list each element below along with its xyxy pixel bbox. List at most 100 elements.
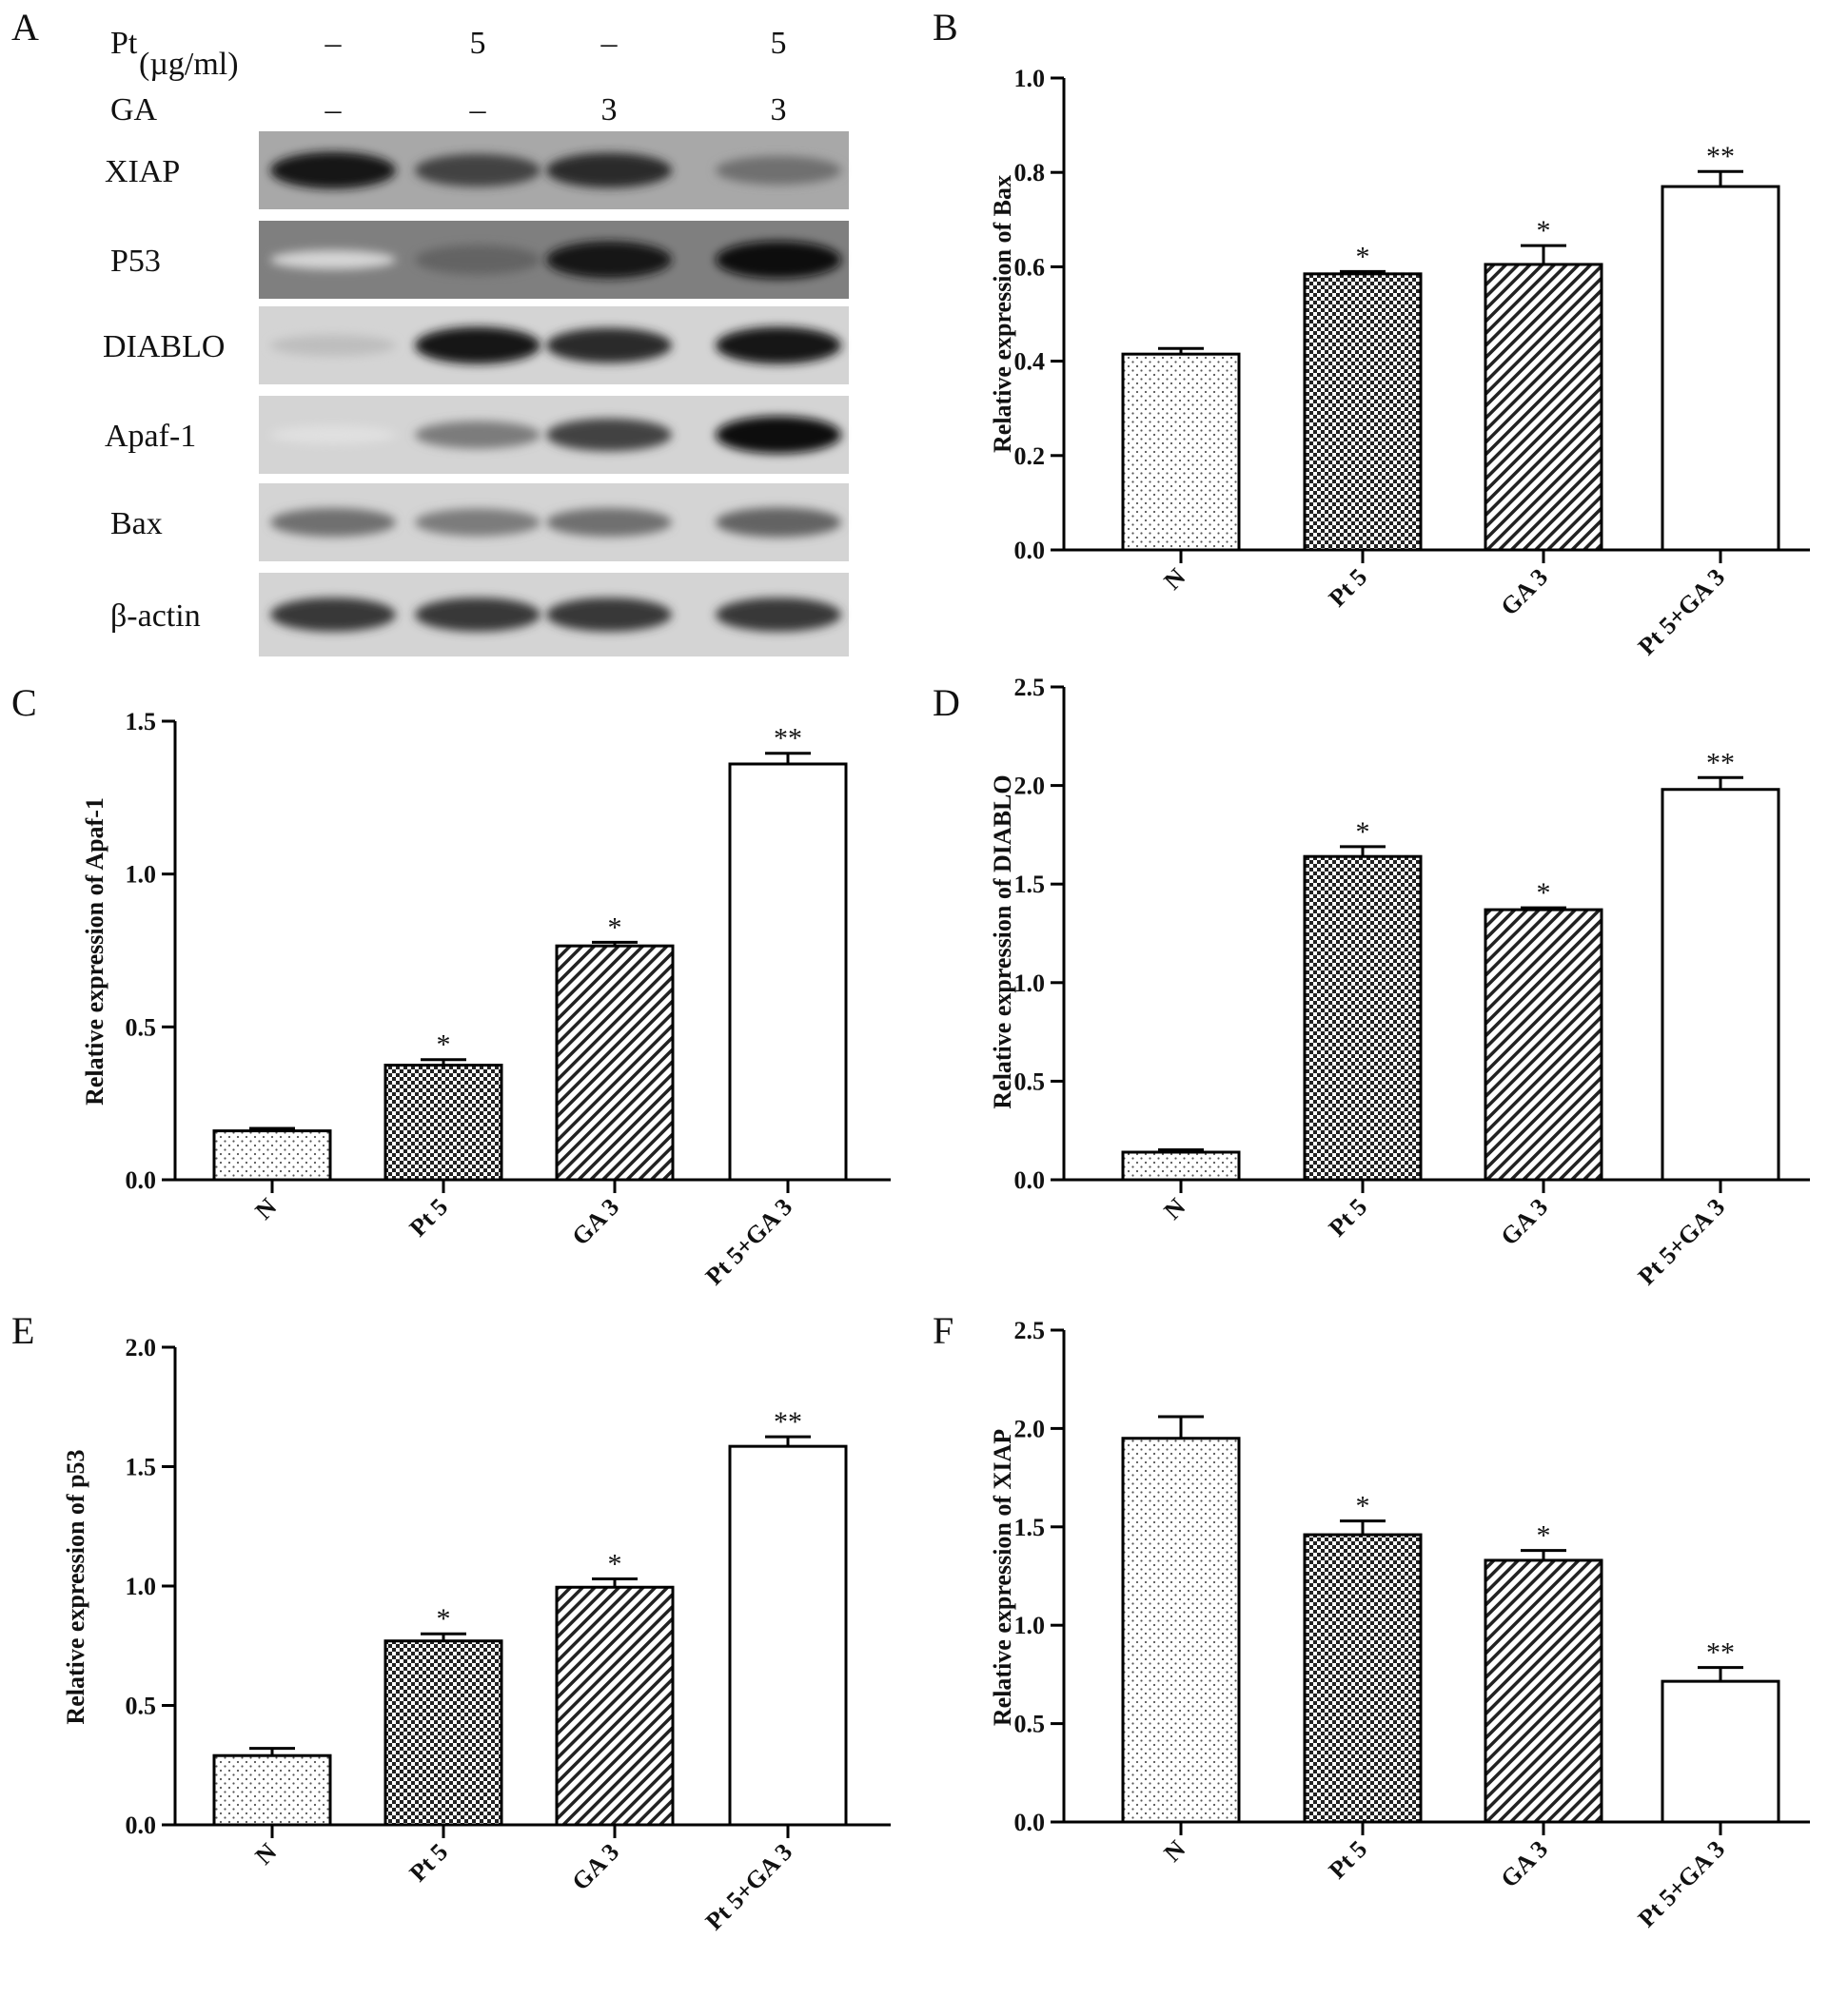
bar-ga-3: [1484, 1558, 1603, 1824]
lane-value: –: [469, 92, 487, 127]
y-tick-label: 1.5: [126, 708, 157, 735]
y-tick-label: 1.0: [1014, 1612, 1046, 1639]
blot-band: [415, 326, 541, 364]
y-axis-label: Relative expression of XIAP: [989, 1429, 1016, 1726]
blot-band: [270, 334, 396, 357]
blot-row: P53: [110, 221, 849, 299]
blot-band: [270, 425, 396, 444]
y-tick-label: 1.0: [1014, 65, 1046, 92]
significance-marker: **: [774, 723, 802, 754]
blot-row: β-actin: [110, 573, 849, 656]
blot-band: [716, 155, 841, 186]
y-tick-label: 0.6: [1014, 253, 1046, 281]
bar-ga-3: [1484, 263, 1603, 552]
y-axis-label: Relative expression of Apaf-1: [81, 797, 108, 1106]
significance-marker: *: [608, 1548, 622, 1579]
blot-band: [546, 418, 672, 452]
y-tick-label: 1.5: [126, 1454, 157, 1481]
panel-letter: C: [11, 681, 37, 724]
x-tick-label: Pt 5+GA 3: [700, 1838, 797, 1935]
y-tick-label: 2.5: [1014, 674, 1046, 701]
significance-marker: *: [1537, 1520, 1551, 1552]
bar-n: [1121, 1437, 1241, 1824]
lane-value: 5: [771, 26, 787, 61]
x-tick-label: Pt 5: [1324, 1193, 1373, 1243]
blot-row: Bax: [110, 483, 849, 561]
y-tick-label: 0.4: [1014, 348, 1046, 376]
blot-row: Apaf-1: [105, 396, 849, 474]
y-tick-label: 2.0: [1014, 1415, 1046, 1442]
bar-pt-5: [1303, 1533, 1423, 1824]
y-axis-label: Relative expression of DIABLO: [989, 774, 1016, 1108]
bar-ga-3: [555, 944, 675, 1182]
significance-marker: *: [1537, 877, 1551, 909]
significance-marker: *: [1356, 1491, 1370, 1522]
panel-letter: E: [11, 1309, 34, 1352]
bar-pt-5: [1303, 854, 1423, 1182]
chart-panel-f: F 0.0 0.5 1.0 1.5 2.0 2.5 Relative expression o…: [933, 1309, 1810, 1932]
y-tick-label: 0.5: [126, 1693, 157, 1720]
blot-label: β-actin: [110, 598, 201, 634]
x-tick-label: Pt 5: [1324, 563, 1373, 613]
bar-ga-3: [1484, 908, 1603, 1182]
blot-band: [546, 152, 672, 188]
x-tick-label: Pt 5: [404, 1193, 454, 1243]
blot-label: XIAP: [105, 154, 180, 189]
blot-band: [270, 507, 396, 538]
bar-pt-5: [383, 1639, 503, 1827]
blot-label: Bax: [110, 506, 163, 541]
panel-letter-a: A: [11, 6, 39, 49]
blot-band: [415, 508, 541, 537]
blot-band: [270, 249, 396, 270]
chart-panel-d: D 0.0 0.5 1.0 1.5 2.0 2.5 Relative expression o…: [933, 674, 1810, 1290]
x-tick-label: N: [1158, 1835, 1190, 1868]
panel-letter: D: [933, 681, 960, 724]
significance-marker: *: [608, 911, 622, 943]
y-tick-label: 0.5: [1014, 1711, 1046, 1738]
x-tick-label: N: [1158, 563, 1190, 596]
blot-band: [716, 416, 841, 454]
y-axis-label: Relative expression of Bax: [989, 175, 1016, 453]
x-tick-label: GA 3: [566, 1838, 624, 1896]
significance-marker: **: [1706, 1637, 1735, 1669]
blot-band: [415, 153, 541, 187]
lane-value: 3: [601, 92, 618, 127]
significance-marker: **: [774, 1406, 802, 1438]
y-tick-label: 1.0: [1014, 970, 1046, 997]
chart-panel-c: C 0.0 0.5 1.0 1.5 Relative expression of Apaf…: [11, 681, 891, 1290]
lane-value: –: [324, 26, 343, 61]
y-tick-label: 0.0: [126, 1166, 157, 1194]
bar-pt-5-ga-3: [728, 1444, 848, 1827]
blot-band: [415, 245, 541, 275]
y-tick-label: 1.0: [126, 1573, 157, 1600]
bar-pt-5-ga-3: [1661, 185, 1780, 552]
y-tick-label: 0.0: [1014, 537, 1046, 564]
blot-band: [415, 421, 541, 449]
treatment-label: GA: [110, 92, 158, 127]
treatment-label: Pt: [110, 26, 138, 61]
y-tick-label: 1.5: [1014, 1514, 1046, 1541]
chart-panel-e: E 0.0 0.5 1.0 1.5 2.0 Relative expression of p…: [11, 1309, 891, 1935]
blot-label: P53: [110, 244, 161, 279]
y-tick-label: 0.0: [1014, 1166, 1046, 1194]
lane-value: 5: [470, 26, 486, 61]
y-tick-label: 0.8: [1014, 159, 1046, 186]
bar-pt-5-ga-3: [1661, 788, 1780, 1182]
x-tick-label: GA 3: [1495, 1193, 1553, 1251]
significance-marker: *: [1537, 215, 1551, 246]
bar-ga-3: [555, 1585, 675, 1827]
chart-panel-b: B 0.0 0.2 0.4 0.6 0.8 1.0 Relative expression o…: [933, 6, 1810, 660]
x-tick-label: Pt 5+GA 3: [1633, 1193, 1730, 1290]
blot-band: [716, 241, 841, 279]
significance-marker: **: [1706, 141, 1735, 172]
significance-marker: *: [437, 1603, 451, 1635]
blot-band: [415, 597, 541, 632]
unit-label: (µg/ml): [139, 47, 239, 82]
lane-value: –: [324, 92, 343, 127]
y-tick-label: 0.5: [1014, 1068, 1046, 1095]
y-tick-label: 1.5: [1014, 871, 1046, 898]
blot-label: Apaf-1: [105, 419, 196, 454]
blot-band: [270, 151, 396, 189]
